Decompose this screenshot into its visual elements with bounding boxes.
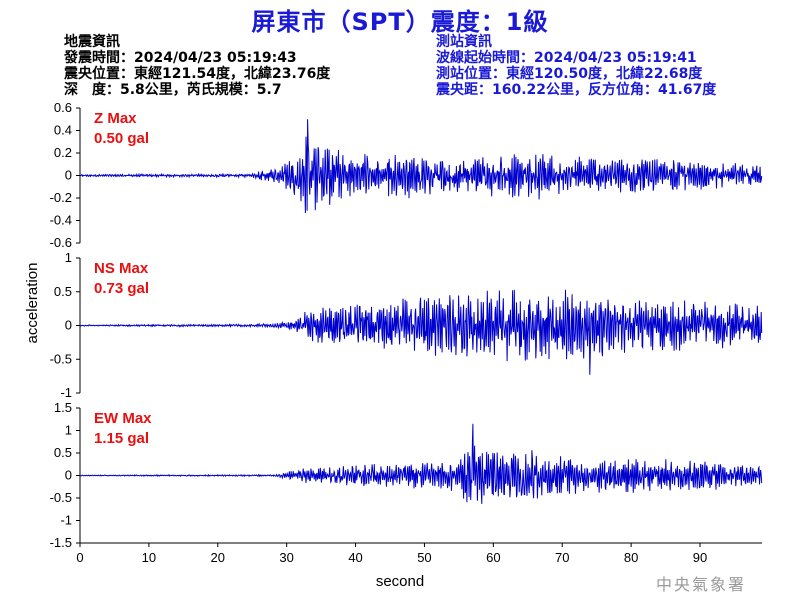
y-tick-label-Z: 0.2	[54, 145, 72, 160]
y-tick-label-NS: 1	[65, 250, 72, 265]
x-tick-label: 20	[211, 550, 225, 565]
max-title-EW: EW Max	[94, 410, 152, 427]
y-tick-label-Z: -0.6	[50, 235, 72, 250]
waveform-EW	[79, 423, 763, 504]
station-location: 測站位置：東經120.50度，北緯22.68度	[436, 66, 703, 82]
y-tick-label-NS: -0.5	[50, 351, 72, 366]
y-tick-label-Z: -0.4	[50, 213, 72, 228]
y-tick-label-NS: 0	[65, 318, 72, 333]
y-tick-label-EW: -1.5	[50, 535, 72, 550]
x-tick-label: 90	[693, 550, 707, 565]
waveform-NS	[79, 289, 763, 375]
station-wave-start: 波線起始時間：2024/04/23 05:19:41	[436, 50, 697, 66]
waveform-Z	[79, 119, 763, 214]
y-tick-label-Z: 0	[65, 168, 72, 183]
station-distance: 震央距：160.22公里，反方位角：41.67度	[436, 82, 717, 98]
earthquake-location: 震央位置：東經121.54度，北緯23.76度	[64, 66, 331, 82]
y-tick-label-EW: 0	[65, 468, 72, 483]
x-tick-label: 80	[624, 550, 638, 565]
x-axis-title: second	[376, 573, 424, 590]
y-tick-label-Z: 0.4	[54, 123, 72, 138]
y-tick-label-EW: 1	[65, 423, 72, 438]
y-tick-label-EW: 0.5	[54, 445, 72, 460]
agency-watermark: 中央氣象署	[656, 575, 747, 594]
x-tick-label: 60	[486, 550, 500, 565]
y-tick-label-NS: -1	[60, 385, 72, 400]
x-tick-label: 70	[555, 550, 569, 565]
page-title: 屏東市（SPT）震度：1級	[251, 8, 549, 36]
max-title-NS: NS Max	[94, 260, 149, 277]
max-title-Z: Z Max	[94, 110, 137, 127]
max-value-Z: 0.50 gal	[94, 130, 149, 147]
earthquake-info: 地震資訊 發震時間：2024/04/23 05:19:43 震央位置：東經121…	[64, 34, 330, 98]
y-tick-label-EW: -1	[60, 513, 72, 528]
earthquake-depth: 深 度：5.8公里，芮氏規模：5.7	[64, 82, 282, 98]
max-value-EW: 1.15 gal	[94, 430, 149, 447]
x-tick-label: 40	[348, 550, 362, 565]
station-heading: 測站資訊	[436, 34, 492, 50]
y-tick-label-EW: 1.5	[54, 400, 72, 415]
y-tick-label-Z: -0.2	[50, 190, 72, 205]
y-tick-label-NS: 0.5	[54, 284, 72, 299]
x-tick-label: 50	[417, 550, 431, 565]
y-axis-title: acceleration	[24, 263, 41, 344]
earthquake-heading: 地震資訊	[64, 34, 120, 50]
earthquake-time: 發震時間：2024/04/23 05:19:43	[64, 50, 297, 66]
y-tick-label-EW: -0.5	[50, 490, 72, 505]
x-tick-label: 0	[76, 550, 83, 565]
max-value-NS: 0.73 gal	[94, 280, 149, 297]
y-tick-label-Z: 0.6	[54, 100, 72, 115]
x-tick-label: 10	[142, 550, 156, 565]
x-tick-label: 30	[279, 550, 293, 565]
station-info: 測站資訊 波線起始時間：2024/04/23 05:19:41 測站位置：東經1…	[436, 34, 716, 98]
